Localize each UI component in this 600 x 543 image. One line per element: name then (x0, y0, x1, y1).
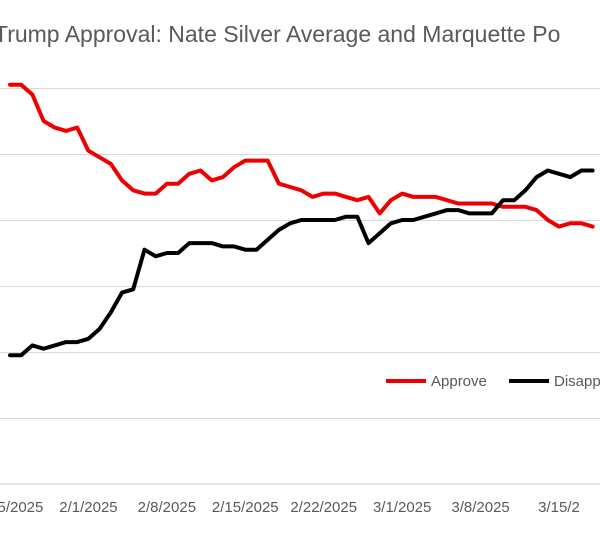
x-tick-label-3: 2/15/2025 (212, 499, 279, 516)
x-tick-label-1: 2/1/2025 (59, 499, 117, 516)
legend: Approve Disapprove (386, 373, 600, 390)
legend-label-approve: Approve (431, 373, 487, 390)
x-tick-labels: 1/25/2025 2/1/2025 2/8/2025 2/15/2025 2/22/2… (0, 499, 580, 516)
series-line-approve (8, 82, 595, 229)
x-tick-label-5: 3/1/2025 (373, 499, 431, 516)
series-line-disapprove (8, 168, 595, 358)
legend-label-disapprove: Disapprove (554, 373, 600, 390)
x-tick-label-2: 2/8/2025 (138, 499, 196, 516)
x-tick-label-7: 3/15/2 (538, 499, 580, 516)
series-layer (8, 82, 595, 358)
x-tick-label-4: 2/22/2025 (290, 499, 357, 516)
x-tick-label-6: 3/8/2025 (451, 499, 509, 516)
x-tick-label-0: 1/25/2025 (0, 499, 43, 516)
gridlines (0, 88, 600, 419)
chart-title: Trump Approval: Nate Silver Average and … (0, 21, 560, 47)
